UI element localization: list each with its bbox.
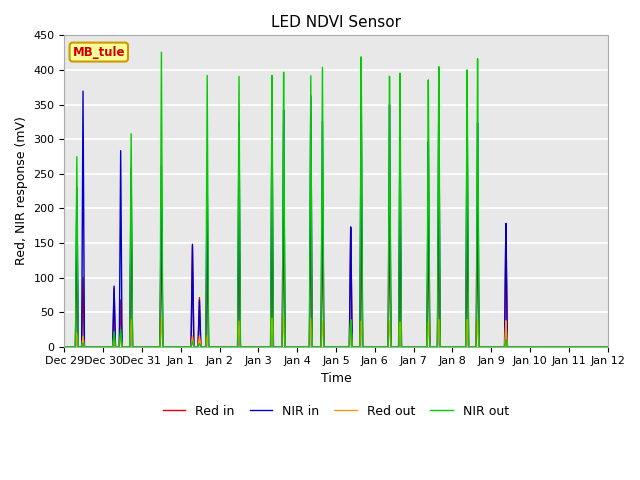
NIR out — [276, 344, 284, 349]
NIR in — [604, 344, 611, 349]
NIR out — [61, 344, 68, 349]
X-axis label: Time: Time — [321, 372, 351, 385]
Line: NIR in: NIR in — [65, 91, 607, 347]
Red in — [276, 344, 284, 349]
NIR out — [157, 49, 165, 55]
NIR out — [324, 344, 332, 349]
Red in — [280, 209, 287, 215]
NIR out — [604, 344, 611, 349]
Y-axis label: Red, NIR response (mV): Red, NIR response (mV) — [15, 117, 28, 265]
Red in — [324, 344, 332, 349]
NIR out — [203, 159, 211, 165]
Red in — [61, 344, 68, 349]
NIR in — [89, 344, 97, 349]
NIR in — [324, 344, 332, 349]
Line: Red out: Red out — [65, 316, 607, 347]
Red out — [266, 344, 273, 349]
Red out — [203, 337, 211, 343]
NIR in — [61, 344, 68, 349]
NIR in — [79, 88, 87, 94]
Red out — [61, 344, 68, 349]
Red out — [428, 344, 436, 349]
Title: LED NDVI Sensor: LED NDVI Sensor — [271, 15, 401, 30]
NIR out — [428, 344, 436, 349]
NIR in — [428, 344, 436, 349]
NIR out — [89, 344, 97, 349]
NIR out — [266, 344, 273, 349]
NIR in — [203, 230, 211, 236]
Red out — [604, 344, 611, 349]
Red out — [280, 313, 287, 319]
Red out — [324, 344, 332, 349]
Red in — [203, 282, 211, 288]
Legend: Red in, NIR in, Red out, NIR out: Red in, NIR in, Red out, NIR out — [158, 400, 514, 423]
Red in — [89, 344, 97, 349]
Red out — [89, 344, 97, 349]
Line: Red in: Red in — [65, 212, 607, 347]
Line: NIR out: NIR out — [65, 52, 607, 347]
Red out — [276, 344, 284, 349]
Text: MB_tule: MB_tule — [72, 46, 125, 59]
Red in — [266, 344, 273, 349]
NIR in — [266, 344, 273, 349]
Red in — [428, 344, 436, 349]
Red in — [604, 344, 611, 349]
NIR in — [276, 344, 284, 349]
